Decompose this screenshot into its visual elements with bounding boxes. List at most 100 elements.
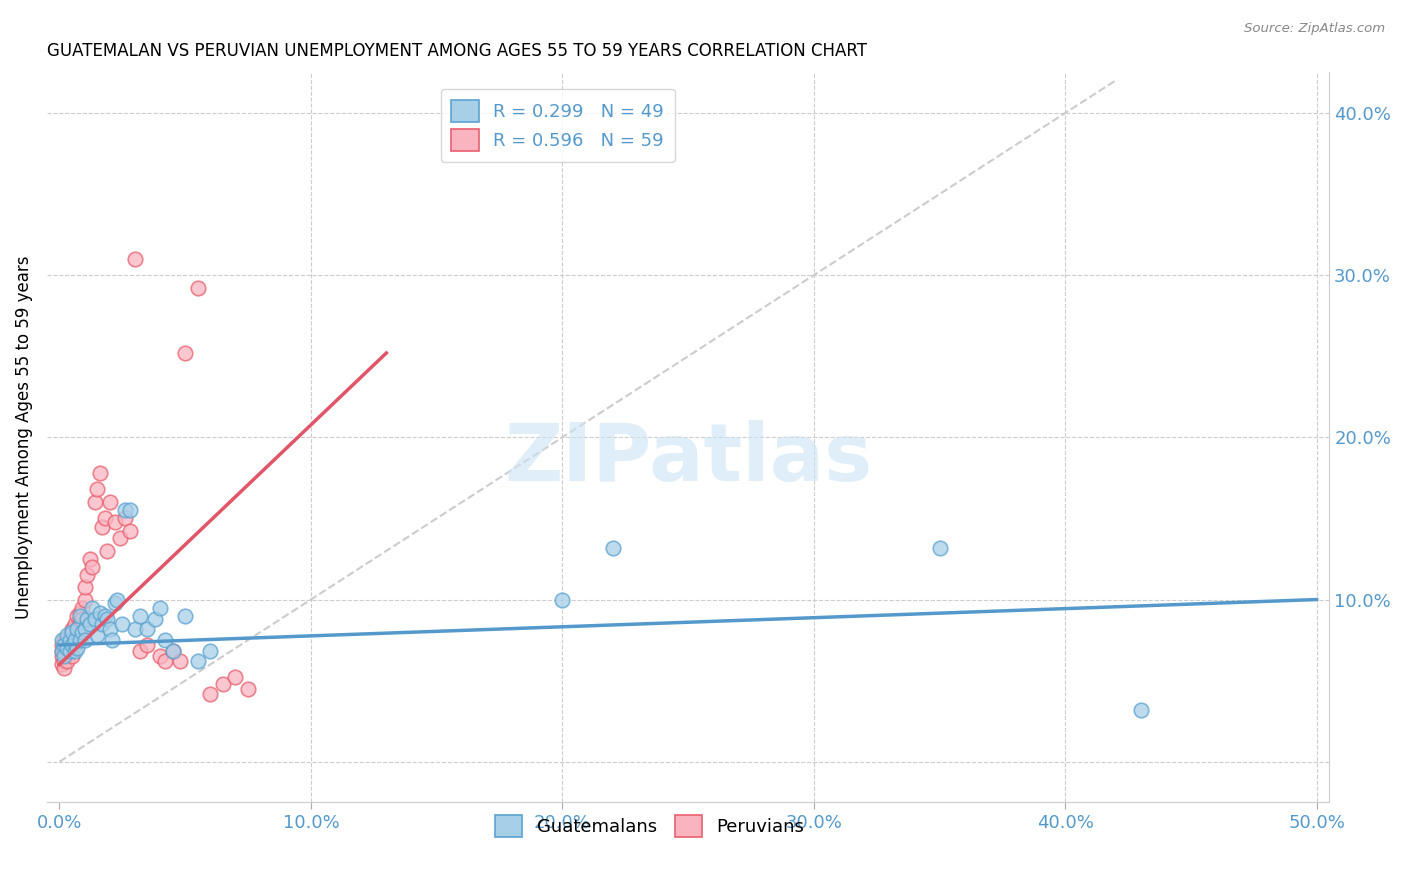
Point	[73, 622, 96, 636]
Point	[105, 592, 128, 607]
Point	[51, 649, 73, 664]
Point	[82, 560, 104, 574]
Point	[53, 638, 76, 652]
Point	[56, 644, 79, 658]
Point	[79, 616, 101, 631]
Point	[136, 638, 159, 652]
Point	[162, 644, 184, 658]
Point	[114, 511, 136, 525]
Point	[89, 606, 111, 620]
Point	[60, 649, 83, 664]
Point	[66, 641, 89, 656]
Point	[58, 633, 80, 648]
Y-axis label: Unemployment Among Ages 55 to 59 years: Unemployment Among Ages 55 to 59 years	[15, 256, 32, 619]
Point	[200, 644, 222, 658]
Point	[63, 628, 86, 642]
Point	[53, 654, 76, 668]
Point	[83, 612, 105, 626]
Point	[66, 622, 89, 636]
Point	[66, 628, 89, 642]
Point	[69, 608, 91, 623]
Point	[153, 633, 176, 648]
Point	[70, 612, 93, 626]
Point	[86, 628, 108, 642]
Point	[79, 552, 101, 566]
Point	[96, 544, 118, 558]
Text: Source: ZipAtlas.com: Source: ZipAtlas.com	[1244, 22, 1385, 36]
Point	[551, 592, 574, 607]
Point	[86, 482, 108, 496]
Point	[69, 612, 91, 626]
Point	[60, 624, 83, 639]
Point	[53, 660, 76, 674]
Point	[76, 568, 98, 582]
Point	[136, 622, 159, 636]
Point	[108, 531, 131, 545]
Point	[70, 600, 93, 615]
Point	[69, 622, 91, 636]
Point	[63, 644, 86, 658]
Point	[212, 677, 235, 691]
Point	[82, 600, 104, 615]
Point	[53, 644, 76, 658]
Point	[143, 612, 166, 626]
Point	[118, 524, 141, 539]
Point	[58, 644, 80, 658]
Text: GUATEMALAN VS PERUVIAN UNEMPLOYMENT AMONG AGES 55 TO 59 YEARS CORRELATION CHART: GUATEMALAN VS PERUVIAN UNEMPLOYMENT AMON…	[46, 42, 868, 60]
Point	[60, 622, 83, 636]
Point	[53, 649, 76, 664]
Legend: Guatemalans, Peruvians: Guatemalans, Peruvians	[488, 808, 811, 845]
Point	[66, 608, 89, 623]
Point	[69, 633, 91, 648]
Point	[101, 633, 124, 648]
Point	[63, 616, 86, 631]
Point	[58, 644, 80, 658]
Point	[174, 608, 197, 623]
Point	[73, 592, 96, 607]
Point	[602, 541, 624, 555]
Point	[169, 654, 191, 668]
Point	[91, 519, 114, 533]
Point	[224, 670, 246, 684]
Point	[73, 580, 96, 594]
Point	[76, 612, 98, 626]
Point	[60, 633, 83, 648]
Point	[124, 252, 146, 266]
Point	[60, 638, 83, 652]
Point	[124, 622, 146, 636]
Point	[73, 633, 96, 648]
Point	[93, 511, 115, 525]
Point	[56, 654, 79, 668]
Point	[69, 606, 91, 620]
Point	[70, 624, 93, 639]
Point	[174, 346, 197, 360]
Point	[1129, 703, 1152, 717]
Point	[91, 616, 114, 631]
Point	[89, 466, 111, 480]
Point	[51, 638, 73, 652]
Point	[60, 641, 83, 656]
Point	[187, 654, 209, 668]
Point	[56, 641, 79, 656]
Point	[928, 541, 950, 555]
Point	[200, 687, 222, 701]
Point	[162, 644, 184, 658]
Point	[51, 657, 73, 672]
Point	[53, 633, 76, 648]
Point	[63, 633, 86, 648]
Point	[114, 503, 136, 517]
Point	[98, 622, 121, 636]
Point	[111, 616, 134, 631]
Point	[187, 281, 209, 295]
Point	[51, 633, 73, 648]
Point	[56, 638, 79, 652]
Point	[149, 600, 172, 615]
Point	[83, 495, 105, 509]
Point	[51, 644, 73, 658]
Point	[51, 644, 73, 658]
Point	[153, 654, 176, 668]
Point	[104, 515, 127, 529]
Point	[98, 495, 121, 509]
Text: ZIPatlas: ZIPatlas	[503, 420, 872, 499]
Point	[118, 503, 141, 517]
